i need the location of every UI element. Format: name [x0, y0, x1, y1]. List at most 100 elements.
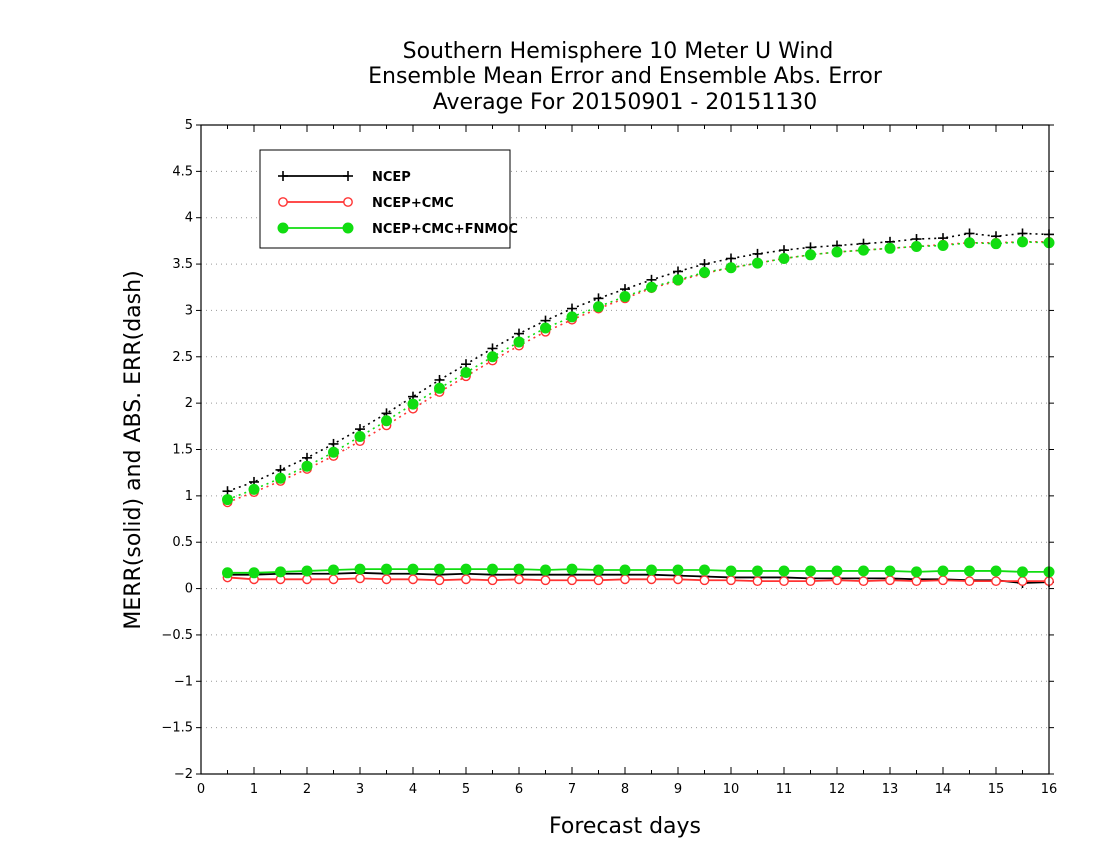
mean-error-point	[355, 573, 365, 584]
abs-error-point	[407, 398, 419, 410]
mean-error-point	[937, 565, 949, 577]
abs-error-point	[1017, 236, 1028, 248]
abs-error-point	[725, 262, 737, 274]
mean-error-point	[805, 576, 816, 587]
y-tick-label: −1.5	[161, 721, 193, 736]
y-tick-label: 3	[185, 303, 193, 318]
abs-error-point	[381, 415, 392, 427]
legend-marker-right	[343, 171, 353, 181]
mean-error-point	[646, 564, 657, 576]
mean-error-point	[911, 576, 922, 587]
y-tick-label: −1	[174, 674, 193, 689]
abs-error-point	[884, 242, 896, 254]
x-tick-label: 11	[776, 782, 793, 797]
mean-error-point	[620, 574, 630, 585]
abs-error-point	[831, 246, 843, 258]
abs-error-point	[593, 301, 604, 313]
abs-error-point	[434, 382, 445, 394]
mean-error-point	[514, 574, 524, 585]
x-tick-label: 0	[197, 782, 205, 797]
abs-error-line	[227, 241, 1049, 504]
x-tick-label: 13	[882, 782, 899, 797]
abs-error-point	[726, 253, 736, 264]
mean-error-point	[593, 575, 604, 586]
mean-error-point	[752, 565, 763, 577]
x-tick-label: 1	[250, 782, 258, 797]
legend-item: NCEP	[278, 170, 411, 185]
mean-error-point	[328, 574, 339, 585]
mean-error-point	[964, 565, 975, 577]
title-line-2: Ensemble Mean Error and Ensemble Abs. Er…	[368, 64, 883, 89]
abs-error-point	[911, 240, 922, 252]
mean-error-point	[460, 563, 472, 575]
y-tick-label: 1	[185, 489, 193, 504]
mean-error-point	[1017, 566, 1028, 578]
legend-label: NCEP	[372, 170, 411, 185]
x-tick-label: 5	[462, 782, 470, 797]
mean-error-point	[301, 565, 313, 577]
abs-error-point	[858, 244, 869, 256]
y-tick-label: 0	[185, 582, 193, 597]
y-tick-label: 3.5	[172, 257, 193, 272]
mean-error-point	[672, 564, 684, 576]
abs-error-point	[937, 240, 949, 252]
x-tick-label: 9	[674, 782, 682, 797]
y-axis: −2 −1.5 −1 −0.5 0 0.5 1 1.5 2 2.5 3 3.5 4 4.5 5	[161, 118, 1054, 782]
x-tick-label: 12	[829, 782, 846, 797]
mean-error-point	[434, 575, 445, 586]
abs-error-point	[540, 322, 551, 334]
x-axis-label: Forecast days	[549, 814, 701, 839]
grid	[201, 170, 1049, 729]
legend-marker-left	[278, 197, 288, 207]
abs-error-point	[964, 228, 975, 239]
abs-error-point	[460, 367, 472, 379]
mean-error-point	[673, 574, 683, 585]
legend-box	[259, 149, 511, 249]
mean-error-point	[540, 564, 551, 576]
title-line-3: Average For 20150901 - 20151130	[433, 90, 818, 115]
abs-error-point	[964, 237, 975, 249]
abs-error-point	[513, 336, 525, 348]
mean-error-point	[831, 565, 843, 577]
mean-error-point	[805, 565, 816, 577]
abs-error-line	[227, 232, 1050, 492]
x-tick-label: 6	[515, 782, 523, 797]
title-line-1: Southern Hemisphere 10 Meter U Wind	[403, 39, 834, 64]
mean-error-point	[1017, 576, 1028, 587]
mean-error-point	[990, 565, 1002, 577]
abs-error-point	[566, 311, 578, 323]
legend-marker-right	[342, 222, 354, 234]
mean-error-point	[699, 564, 710, 576]
legend-marker-right	[343, 197, 353, 207]
abs-error-point	[646, 281, 657, 293]
y-tick-label: −0.5	[161, 628, 193, 643]
abs-error-point	[248, 483, 260, 495]
y-axis-label: MERR(solid) and ABS. ERR(dash)	[121, 270, 146, 629]
abs-error-point	[275, 472, 286, 484]
mean-error-point	[858, 565, 869, 577]
mean-error-point	[964, 576, 975, 587]
x-tick-label: 16	[1041, 782, 1058, 797]
x-tick-label: 7	[568, 782, 576, 797]
abs-error-point	[752, 257, 763, 269]
mean-error-point	[699, 575, 710, 586]
abs-error-point	[301, 460, 313, 472]
mean-error-point	[513, 563, 525, 575]
y-tick-label: 0.5	[172, 535, 193, 550]
series-ncep-cmc	[222, 236, 1054, 587]
abs-error-point	[778, 253, 790, 265]
mean-error-point	[778, 565, 790, 577]
chart-title: Southern Hemisphere 10 Meter U Wind Ense…	[368, 39, 883, 115]
legend-marker-left	[278, 171, 288, 181]
mean-error-point	[752, 576, 763, 587]
mean-error-point	[619, 564, 631, 576]
mean-error-point	[858, 576, 869, 587]
series-ncep-cmc-fnmoc	[222, 236, 1055, 579]
mean-error-point	[328, 564, 339, 576]
mean-error-point	[487, 575, 498, 586]
mean-error-point	[408, 574, 418, 585]
legend: NCEP NCEP+CMC NCEP+CMC+FNMOC	[259, 149, 518, 249]
mean-error-point	[566, 563, 578, 575]
x-tick-label: 2	[303, 782, 311, 797]
x-axis: 0 1 2 3 4 5 6 7 8 9 10 11 12 13 14 15 16	[197, 125, 1057, 797]
